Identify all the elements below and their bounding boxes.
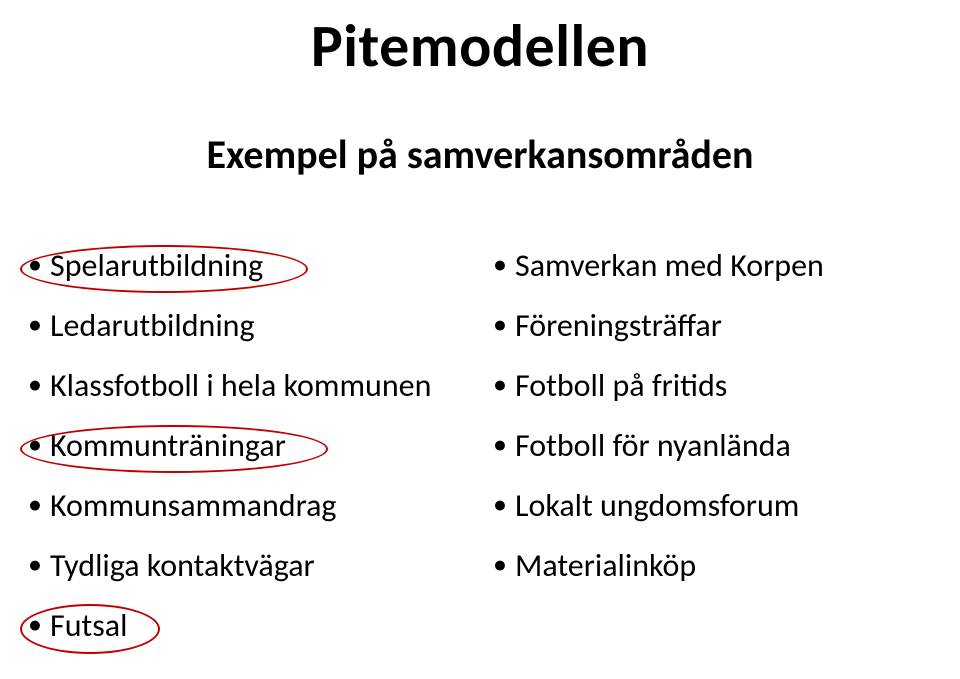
list-item: • Kommunträningar [20,430,485,462]
bullet-icon: • [493,251,507,279]
bullet-icon: • [28,551,42,579]
list-item: • Tydliga kontaktvägar [20,550,485,582]
bullet-icon: • [493,431,507,459]
list-item: • Spelarutbildning [20,250,485,282]
item-label: Kommunträningar [50,430,286,462]
item-label: Lokalt ungdomsforum [515,490,799,522]
slide: Pitemodellen Exempel på samverkansområde… [0,0,960,679]
content-columns: • Spelarutbildning • Ledarutbildning • K… [0,250,960,670]
item-label: Föreningsträffar [515,310,722,342]
list-item: • Materialinköp [485,550,950,582]
bullet-icon: • [28,491,42,519]
list-item: • Kommunsammandrag [20,490,485,522]
item-label: Klassfotboll i hela kommunen [50,370,431,402]
item-label: Fotboll för nyanlända [515,430,791,462]
left-column: • Spelarutbildning • Ledarutbildning • K… [20,250,485,670]
page-title: Pitemodellen [0,10,960,83]
list-item: • Fotboll på fritids [485,370,950,402]
list-item: • Futsal [20,610,485,642]
list-item: • Föreningsträffar [485,310,950,342]
item-label: Fotboll på fritids [515,370,727,402]
bullet-icon: • [28,311,42,339]
list-item: • Fotboll för nyanlända [485,430,950,462]
list-item: • Lokalt ungdomsforum [485,490,950,522]
bullet-icon: • [493,311,507,339]
item-label: Kommunsammandrag [50,490,336,522]
bullet-icon: • [28,611,42,639]
bullet-icon: • [28,371,42,399]
item-label: Spelarutbildning [50,250,263,282]
item-label: Tydliga kontaktvägar [50,550,315,582]
bullet-icon: • [28,431,42,459]
bullet-icon: • [493,551,507,579]
bullet-icon: • [493,491,507,519]
page-subtitle: Exempel på samverkansområden [0,130,960,179]
item-label: Futsal [50,610,127,642]
item-label: Materialinköp [515,550,696,582]
list-item: • Ledarutbildning [20,310,485,342]
bullet-icon: • [28,251,42,279]
bullet-icon: • [493,371,507,399]
item-label: Samverkan med Korpen [515,250,824,282]
item-label: Ledarutbildning [50,310,255,342]
right-column: • Samverkan med Korpen • Föreningsträffa… [485,250,950,670]
list-item: • Samverkan med Korpen [485,250,950,282]
list-item: • Klassfotboll i hela kommunen [20,370,485,402]
